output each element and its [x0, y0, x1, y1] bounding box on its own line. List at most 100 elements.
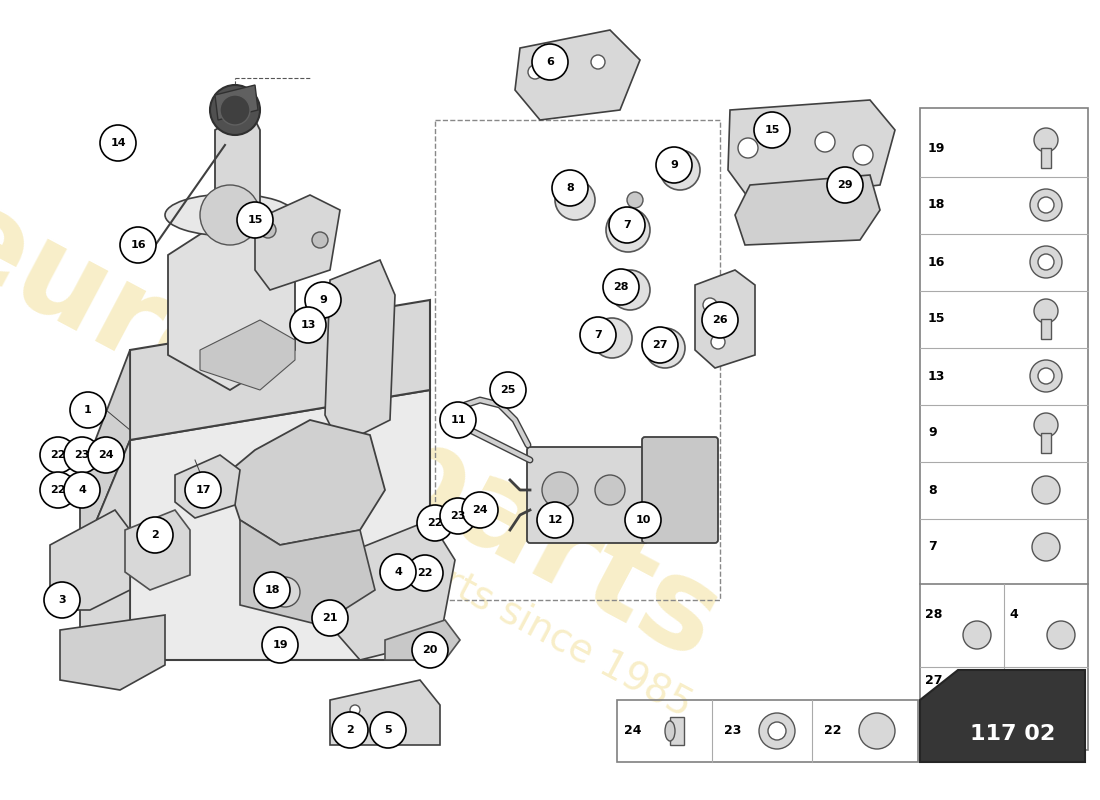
Circle shape [262, 627, 298, 663]
Polygon shape [240, 520, 375, 625]
Polygon shape [214, 110, 260, 240]
Polygon shape [324, 260, 395, 445]
Circle shape [70, 392, 106, 428]
Polygon shape [385, 620, 460, 660]
Circle shape [100, 125, 136, 161]
Text: 2: 2 [151, 530, 158, 540]
Circle shape [200, 185, 260, 245]
Polygon shape [80, 440, 130, 680]
Text: 24: 24 [98, 450, 113, 460]
Text: 6: 6 [546, 57, 554, 67]
Circle shape [627, 192, 644, 208]
Polygon shape [60, 615, 165, 690]
Circle shape [407, 555, 443, 591]
Text: 28: 28 [614, 282, 629, 292]
Text: 15: 15 [764, 125, 780, 135]
Polygon shape [1041, 433, 1050, 453]
Text: 5: 5 [384, 725, 392, 735]
Circle shape [1032, 533, 1060, 561]
Circle shape [962, 621, 991, 649]
Circle shape [88, 437, 124, 473]
Text: 4: 4 [394, 567, 402, 577]
Circle shape [312, 232, 328, 248]
Ellipse shape [666, 721, 675, 741]
Circle shape [556, 180, 595, 220]
Text: 21: 21 [322, 613, 338, 623]
Text: 18: 18 [264, 585, 279, 595]
Circle shape [591, 55, 605, 69]
Circle shape [609, 207, 645, 243]
Circle shape [859, 713, 895, 749]
Circle shape [305, 282, 341, 318]
Circle shape [312, 600, 348, 636]
Text: 17: 17 [196, 485, 211, 495]
Text: 27: 27 [925, 674, 943, 686]
Circle shape [532, 44, 568, 80]
Circle shape [370, 712, 406, 748]
Polygon shape [226, 420, 385, 545]
Text: 11: 11 [450, 415, 465, 425]
Polygon shape [1041, 319, 1050, 339]
Text: 4: 4 [1009, 609, 1018, 622]
Text: 9: 9 [319, 295, 327, 305]
Circle shape [592, 318, 632, 358]
Text: 22: 22 [51, 485, 66, 495]
Text: 1: 1 [84, 405, 92, 415]
Circle shape [417, 505, 453, 541]
Polygon shape [920, 670, 1085, 762]
Polygon shape [200, 320, 295, 390]
Circle shape [44, 582, 80, 618]
Text: 23: 23 [450, 511, 465, 521]
Circle shape [236, 202, 273, 238]
Polygon shape [130, 300, 430, 440]
Circle shape [1047, 686, 1075, 714]
Text: 24: 24 [472, 505, 487, 515]
Circle shape [1034, 128, 1058, 152]
Text: 15: 15 [248, 215, 263, 225]
Polygon shape [695, 270, 755, 368]
Circle shape [1038, 254, 1054, 270]
Text: 7: 7 [928, 541, 937, 554]
Circle shape [1047, 621, 1075, 649]
Text: 28: 28 [925, 609, 943, 622]
Circle shape [440, 498, 476, 534]
Polygon shape [214, 85, 258, 120]
Circle shape [580, 317, 616, 353]
Text: 23: 23 [75, 450, 90, 460]
Circle shape [703, 298, 717, 312]
Circle shape [185, 472, 221, 508]
Circle shape [537, 502, 573, 538]
Text: 9: 9 [670, 160, 678, 170]
Circle shape [290, 307, 326, 343]
Text: 22: 22 [51, 450, 66, 460]
Circle shape [645, 328, 685, 368]
Ellipse shape [165, 194, 295, 236]
Text: 19: 19 [272, 640, 288, 650]
Text: 12: 12 [548, 515, 563, 525]
Text: 15: 15 [928, 313, 946, 326]
Circle shape [542, 472, 578, 508]
Circle shape [702, 302, 738, 338]
Text: 22: 22 [427, 518, 442, 528]
Polygon shape [670, 717, 684, 745]
Text: 13: 13 [928, 370, 945, 382]
Circle shape [642, 327, 678, 363]
Text: 27: 27 [652, 340, 668, 350]
Circle shape [254, 572, 290, 608]
Text: 7: 7 [623, 220, 631, 230]
Polygon shape [130, 390, 430, 660]
Circle shape [1030, 246, 1062, 278]
Circle shape [827, 167, 864, 203]
Circle shape [1038, 197, 1054, 213]
Circle shape [138, 517, 173, 553]
Circle shape [1034, 299, 1058, 323]
Circle shape [120, 227, 156, 263]
Circle shape [64, 437, 100, 473]
FancyBboxPatch shape [642, 437, 718, 543]
Circle shape [1030, 360, 1062, 392]
Text: 22: 22 [417, 568, 432, 578]
Circle shape [852, 145, 873, 165]
Text: europaparts: europaparts [0, 174, 740, 686]
Circle shape [815, 132, 835, 152]
Text: 25: 25 [500, 385, 516, 395]
